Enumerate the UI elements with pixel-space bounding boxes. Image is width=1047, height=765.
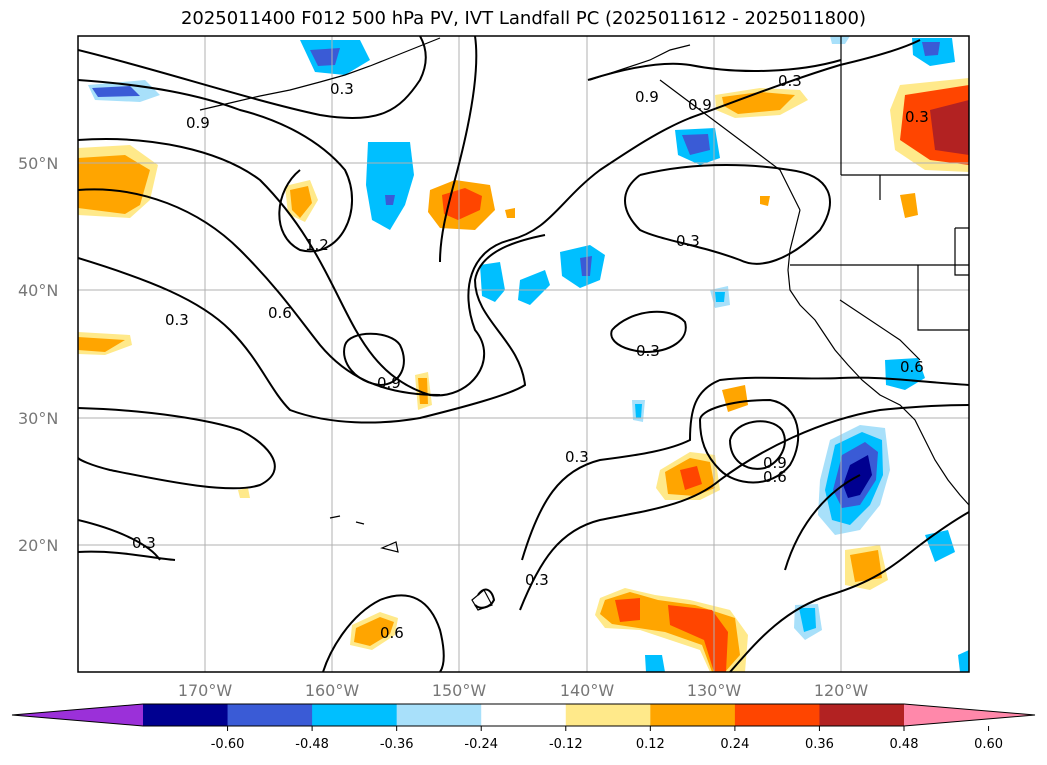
colorbar-tick-label: 0.12 <box>636 737 665 752</box>
ivt-shading <box>78 36 969 672</box>
colorbar-swatch <box>396 704 482 726</box>
colorbar-tick-label: 0.24 <box>720 737 749 752</box>
contour-label: 0.9 <box>763 454 787 472</box>
contour-label: 0.3 <box>330 80 354 98</box>
colorbar-swatch <box>650 704 736 726</box>
colorbar-swatch <box>819 704 905 726</box>
contour-label: 0.9 <box>635 88 659 106</box>
map-frame <box>77 35 970 673</box>
contour-label: 0.9 <box>688 96 712 114</box>
colorbar-tick-label: 0.60 <box>974 737 1003 752</box>
contour-label: 0.3 <box>525 571 549 589</box>
colorbar-extend-low <box>12 704 143 726</box>
contour-label: 0.3 <box>165 311 189 329</box>
contour-label: 0.9 <box>186 114 210 132</box>
latitude-labels: 50°N 40°N 30°N 20°N <box>18 154 58 555</box>
lat-label: 40°N <box>18 281 58 300</box>
colorbar-tick-label: -0.48 <box>295 737 329 752</box>
lat-label: 20°N <box>18 536 58 555</box>
contour-label: 0.9 <box>377 374 401 392</box>
contour-label: 0.6 <box>900 358 924 376</box>
colorbar-swatch <box>481 704 567 726</box>
contour-label: 0.3 <box>905 108 929 126</box>
colorbar-swatch <box>143 704 229 726</box>
contour-labels: 0.3 0.9 0.9 0.3 0.3 0.9 1.2 0.6 0.3 0.9 … <box>132 72 929 642</box>
colorbar-tick-label: -0.60 <box>211 737 245 752</box>
colorbar-tick-label: 0.36 <box>805 737 834 752</box>
colorbar-swatch <box>312 704 398 726</box>
colorbar-extend-high <box>904 704 1035 726</box>
lat-label: 50°N <box>18 154 58 173</box>
colorbar-tick-label: -0.24 <box>464 737 498 752</box>
longitude-labels: 170°W 160°W 150°W 140°W 130°W 120°W <box>178 681 869 700</box>
contour-label: 0.3 <box>778 72 802 90</box>
lon-label: 160°W <box>305 681 360 700</box>
map-area <box>78 36 969 672</box>
graticule <box>78 36 969 672</box>
lon-label: 130°W <box>687 681 742 700</box>
colorbar-swatch <box>227 704 313 726</box>
lon-label: 140°W <box>560 681 615 700</box>
contour-label: 1.2 <box>305 236 329 254</box>
lon-label: 150°W <box>432 681 487 700</box>
contour-label: 0.3 <box>565 448 589 466</box>
contour-label: 0.3 <box>636 342 660 360</box>
pv-contours <box>78 36 969 672</box>
contour-label: 0.6 <box>380 624 404 642</box>
map-title: 2025011400 F012 500 hPa PV, IVT Landfall… <box>180 8 867 29</box>
contour-label: 0.6 <box>268 304 292 322</box>
colorbar-tick-label: -0.36 <box>380 737 414 752</box>
colorbar-tick-label: -0.12 <box>549 737 583 752</box>
contour-label: 0.6 <box>763 468 787 486</box>
contour-label: 0.3 <box>132 534 156 552</box>
lon-label: 170°W <box>178 681 233 700</box>
colorbar-tick-label: 0.48 <box>890 737 919 752</box>
colorbar-outline <box>11 703 1036 727</box>
colorbar-swatch <box>734 704 820 726</box>
contour-label: 0.3 <box>676 232 700 250</box>
lat-label: 30°N <box>18 409 58 428</box>
colorbar: -0.60 -0.48 -0.36 -0.24 -0.12 0.12 0.24 0.36 0.4… <box>11 703 1036 752</box>
lon-label: 120°W <box>814 681 869 700</box>
colorbar-swatch <box>565 704 651 726</box>
